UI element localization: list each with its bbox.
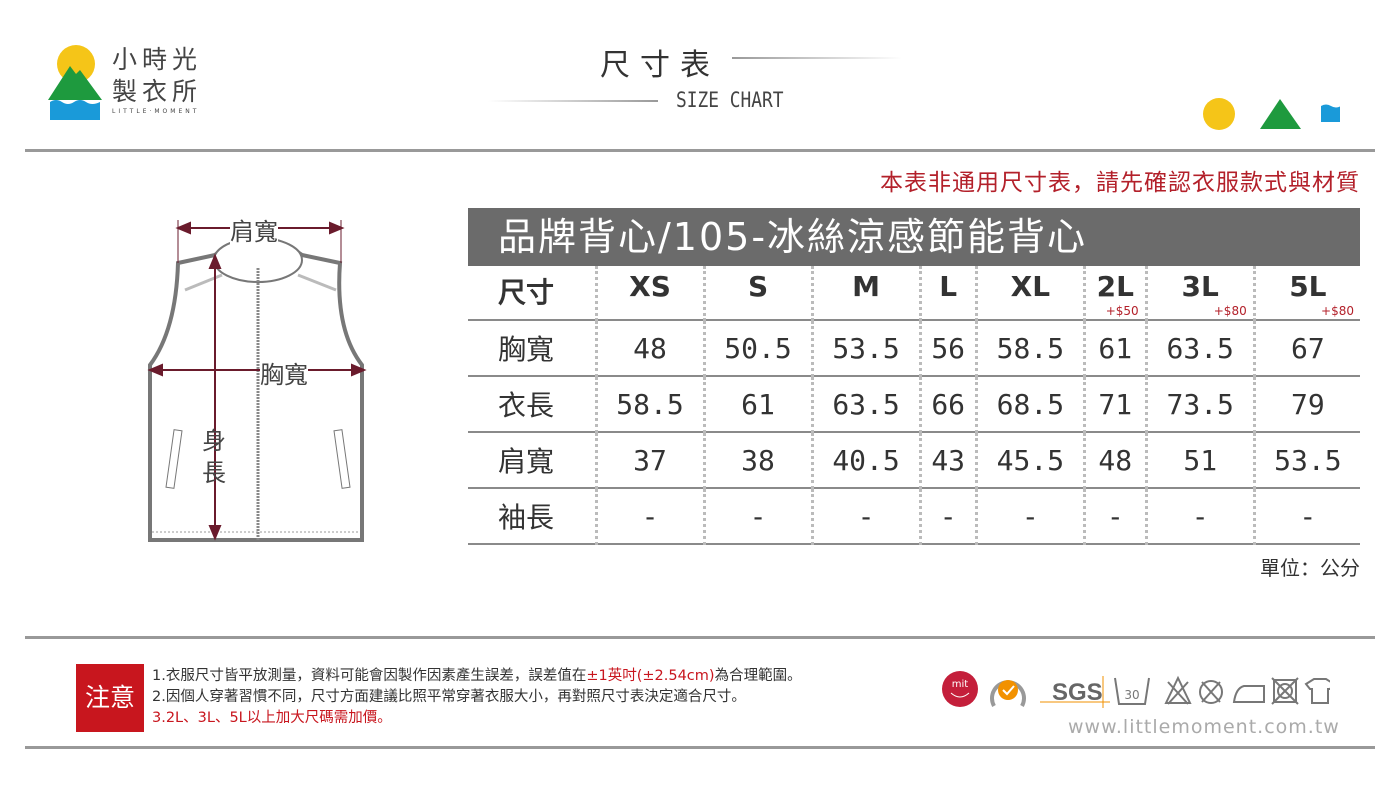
- size-label: XS: [629, 270, 671, 303]
- divider: [25, 746, 1375, 749]
- table-cell: 38: [702, 432, 813, 489]
- sgs-icon: SGS: [1040, 676, 1110, 708]
- logo-icon: [48, 45, 102, 120]
- size-header: 2L +$50: [1082, 266, 1147, 321]
- table-cell: 61: [1082, 320, 1147, 377]
- table-row: 肩寬 37 38 40.5 43 45.5 48 51 53.5: [468, 432, 1360, 489]
- decor-icons: [1203, 98, 1340, 130]
- table-cell: 43: [918, 432, 977, 489]
- size-header: XS: [594, 266, 705, 321]
- table-cell: 53.5: [1252, 432, 1360, 489]
- iron-icon: [1232, 685, 1265, 703]
- page-title: 尺寸表: [600, 48, 720, 83]
- table-cell: 45.5: [974, 432, 1085, 489]
- table-cell: 40.5: [810, 432, 921, 489]
- surcharge: +$80: [1321, 304, 1354, 318]
- note-badge: 注意: [76, 664, 144, 732]
- surcharge: +$50: [1105, 304, 1139, 318]
- size-label: M: [852, 270, 880, 303]
- divider: [488, 100, 658, 102]
- hang-dry-icon: [1304, 678, 1330, 704]
- no-dryclean-icon: [1273, 679, 1297, 703]
- row-label: 肩寬: [468, 432, 596, 489]
- table-cell: 73.5: [1144, 376, 1255, 433]
- divider: [25, 149, 1375, 152]
- table-cell: 58.5: [594, 376, 705, 433]
- header-label: 尺寸: [468, 266, 596, 321]
- size-label: 5L: [1289, 270, 1327, 303]
- table-cell: 53.5: [810, 320, 921, 377]
- table-cell: 79: [1252, 376, 1360, 433]
- no-tumble-dry-icon: [1199, 680, 1223, 704]
- table-row: 胸寬 48 50.5 53.5 56 58.5 61 63.5 67: [468, 320, 1360, 377]
- sun-icon: [1203, 98, 1235, 130]
- table-cell: -: [1144, 488, 1255, 545]
- table-cell: -: [810, 488, 921, 545]
- table-cell: -: [702, 488, 813, 545]
- mit-icon: mit: [942, 671, 978, 707]
- table-cell: 68.5: [974, 376, 1085, 433]
- svg-text:mit: mit: [952, 679, 969, 690]
- row-label: 胸寬: [468, 320, 596, 377]
- size-label: S: [747, 270, 769, 303]
- mountain-icon: [1260, 99, 1301, 129]
- size-label: XL: [1010, 270, 1051, 303]
- table-cell: 63.5: [810, 376, 921, 433]
- table-cell: 50.5: [702, 320, 813, 377]
- brand-name: 小時光 製衣所: [112, 45, 203, 106]
- table-header-row: 尺寸 XS S M L XL 2L +$50 3L +$80 5L +$80: [468, 266, 1360, 321]
- page-subtitle: SIZE CHART: [676, 88, 784, 112]
- chest-label: 胸寬: [260, 355, 308, 390]
- table-cell: 51: [1144, 432, 1255, 489]
- svg-text:30: 30: [1124, 688, 1139, 702]
- shoulder-label: 肩寬: [230, 212, 278, 247]
- size-header: M: [810, 266, 921, 321]
- table-cell: -: [974, 488, 1085, 545]
- size-header: XL: [974, 266, 1085, 321]
- row-label: 衣長: [468, 376, 596, 433]
- length-label: 身長: [202, 427, 226, 487]
- size-table: 尺寸 XS S M L XL 2L +$50 3L +$80 5L +$80 胸寬 48 50.5 53.5 5…: [468, 266, 1360, 545]
- divider: [732, 57, 902, 59]
- website-url: www.littlemoment.com.tw: [1068, 716, 1340, 738]
- table-cell: -: [1252, 488, 1360, 545]
- iso-sgs-icon: [990, 680, 1026, 707]
- table-cell: -: [918, 488, 977, 545]
- table-cell: 56: [918, 320, 977, 377]
- row-label: 袖長: [468, 488, 596, 545]
- table-cell: -: [594, 488, 705, 545]
- table-cell: 63.5: [1144, 320, 1255, 377]
- table-cell: 66: [918, 376, 977, 433]
- unit-label: 單位：公分: [1260, 556, 1360, 580]
- notice-text: 本表非通用尺寸表，請先確認衣服款式與材質: [880, 170, 1360, 196]
- table-cell: -: [1082, 488, 1147, 545]
- table-cell: 71: [1082, 376, 1147, 433]
- wave-icon: [1321, 104, 1340, 122]
- table-cell: 67: [1252, 320, 1360, 377]
- size-header: S: [702, 266, 813, 321]
- table-cell: 37: [594, 432, 705, 489]
- table-cell: 58.5: [974, 320, 1085, 377]
- table-row: 袖長 - - - - - - - -: [468, 488, 1360, 545]
- size-header: 3L +$80: [1144, 266, 1255, 321]
- size-label: L: [939, 270, 958, 303]
- surcharge: +$80: [1213, 304, 1247, 318]
- brand-name-en: LITTLE·MOMENT: [112, 108, 200, 115]
- wash-30-icon: [1114, 677, 1150, 705]
- size-header: L: [918, 266, 977, 321]
- divider: [25, 636, 1375, 639]
- size-header: 5L +$80: [1252, 266, 1360, 321]
- certification-icons: mit SGS 30: [942, 671, 1330, 708]
- table-cell: 61: [702, 376, 813, 433]
- size-label: 3L: [1181, 270, 1219, 303]
- table-row: 衣長 58.5 61 63.5 66 68.5 71 73.5 79: [468, 376, 1360, 433]
- table-cell: 48: [1082, 432, 1147, 489]
- size-label: 2L: [1096, 270, 1134, 303]
- no-bleach-icon: [1164, 675, 1192, 705]
- table-cell: 48: [594, 320, 705, 377]
- notes: 1.衣服尺寸皆平放測量，資料可能會因製作因素產生誤差，誤差值在±1英吋(±2.5…: [152, 668, 802, 726]
- table-title: 品牌背心/105-冰絲涼感節能背心: [468, 208, 1360, 266]
